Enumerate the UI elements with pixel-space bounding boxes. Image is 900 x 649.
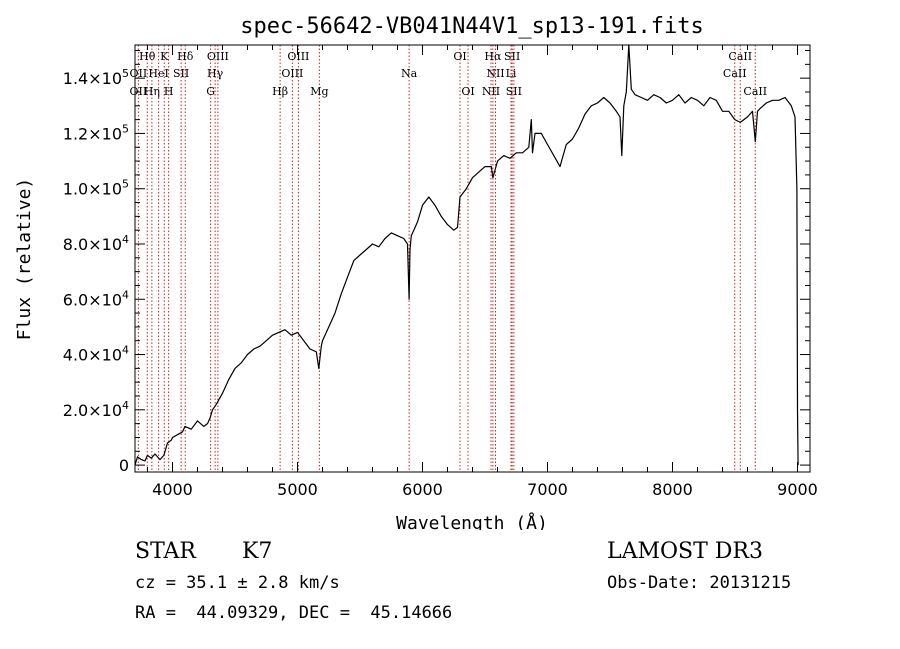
line-label: Li xyxy=(506,67,517,80)
coordinates-readout: RA = 44.09329, DEC = 45.14666 xyxy=(135,603,453,623)
line-label: SII xyxy=(173,67,189,80)
line-label: HeI xyxy=(148,67,168,80)
y-tick-exponent: 4 xyxy=(122,399,129,412)
line-label: CaII xyxy=(743,85,767,98)
plot-frame xyxy=(134,44,811,473)
survey-name: LAMOST DR3 xyxy=(607,539,763,564)
line-label: Hδ xyxy=(177,50,194,63)
y-tick-exponent: 5 xyxy=(122,67,129,80)
line-label: NII xyxy=(482,85,500,98)
spectrum-chart: spec-56642-VB041N44V1_sp13-191.fits Hθ K H… xyxy=(14,14,818,530)
y-tick-label: 1.2×105 xyxy=(63,122,129,143)
line-label: OIII xyxy=(281,67,303,80)
y-axis-label: Flux (relative) xyxy=(14,178,35,341)
line-label: Hγ xyxy=(207,67,224,80)
line-label: OII xyxy=(130,67,148,80)
x-axis-label: Wavelength (Å) xyxy=(396,512,548,530)
observation-date: Obs-Date: 20131215 xyxy=(607,573,792,593)
line-label: Mg xyxy=(310,85,328,98)
y-tick-label: 8.0×104 xyxy=(63,233,129,254)
line-label: OIII xyxy=(287,50,309,63)
y-tick-exponent: 5 xyxy=(122,122,129,135)
line-label: CaII xyxy=(728,50,752,63)
chart-title: spec-56642-VB041N44V1_sp13-191.fits xyxy=(240,14,704,39)
line-label: NII xyxy=(486,67,504,80)
y-axis: 02.0×1044.0×1046.0×1048.0×1041.0×1051.2×… xyxy=(63,50,810,475)
y-tick-mantissa: 6.0×10 xyxy=(63,290,122,309)
y-tick-mantissa: 4.0×10 xyxy=(63,346,122,365)
line-label: OI xyxy=(453,50,466,63)
y-tick-mantissa: 0 xyxy=(119,456,129,475)
x-tick-label: 9000 xyxy=(777,480,818,499)
object-subclass: K7 xyxy=(242,539,273,564)
x-tick-label: 5000 xyxy=(277,480,318,499)
line-label: H xyxy=(164,85,174,98)
line-label: Hα xyxy=(484,50,502,63)
line-label: SII xyxy=(506,85,522,98)
line-label: Hθ xyxy=(139,50,156,63)
spectral-line-markers xyxy=(137,45,756,472)
y-tick-label: 4.0×104 xyxy=(63,344,129,365)
line-label: Hη xyxy=(144,85,160,98)
line-label: CaII xyxy=(723,67,747,80)
spectrum-line xyxy=(134,44,799,466)
line-label: Hβ xyxy=(272,85,288,98)
y-tick-mantissa: 2.0×10 xyxy=(63,401,122,420)
y-tick-label: 6.0×104 xyxy=(63,288,129,309)
line-label: K xyxy=(160,50,169,63)
y-tick-exponent: 4 xyxy=(122,233,129,246)
line-label: OIII xyxy=(207,50,229,63)
line-label: SII xyxy=(504,50,520,63)
y-tick-label: 1.0×105 xyxy=(63,178,129,199)
line-label: OI xyxy=(461,85,474,98)
y-tick-label: 0 xyxy=(119,456,129,475)
object-class: STAR xyxy=(135,539,196,564)
x-axis: 4000 5000 6000 7000 8000 9000 xyxy=(147,45,818,499)
y-tick-exponent: 5 xyxy=(122,178,129,191)
y-tick-mantissa: 1.0×10 xyxy=(63,180,122,199)
y-tick-mantissa: 1.2×10 xyxy=(63,124,122,143)
redshift-readout: cz = 35.1 ± 2.8 km/s xyxy=(135,573,340,593)
y-tick-mantissa: 1.4×10 xyxy=(63,69,122,88)
x-tick-label: 7000 xyxy=(527,480,568,499)
line-label: G xyxy=(206,85,215,98)
y-tick-mantissa: 8.0×10 xyxy=(63,235,122,254)
y-tick-exponent: 4 xyxy=(122,288,129,301)
x-tick-label: 6000 xyxy=(402,480,443,499)
y-tick-exponent: 4 xyxy=(122,344,129,357)
y-tick-label: 1.4×105 xyxy=(63,67,129,88)
y-tick-label: 2.0×104 xyxy=(63,399,129,420)
x-tick-label: 8000 xyxy=(652,480,693,499)
line-label: Na xyxy=(401,67,418,80)
x-tick-label: 4000 xyxy=(152,480,193,499)
